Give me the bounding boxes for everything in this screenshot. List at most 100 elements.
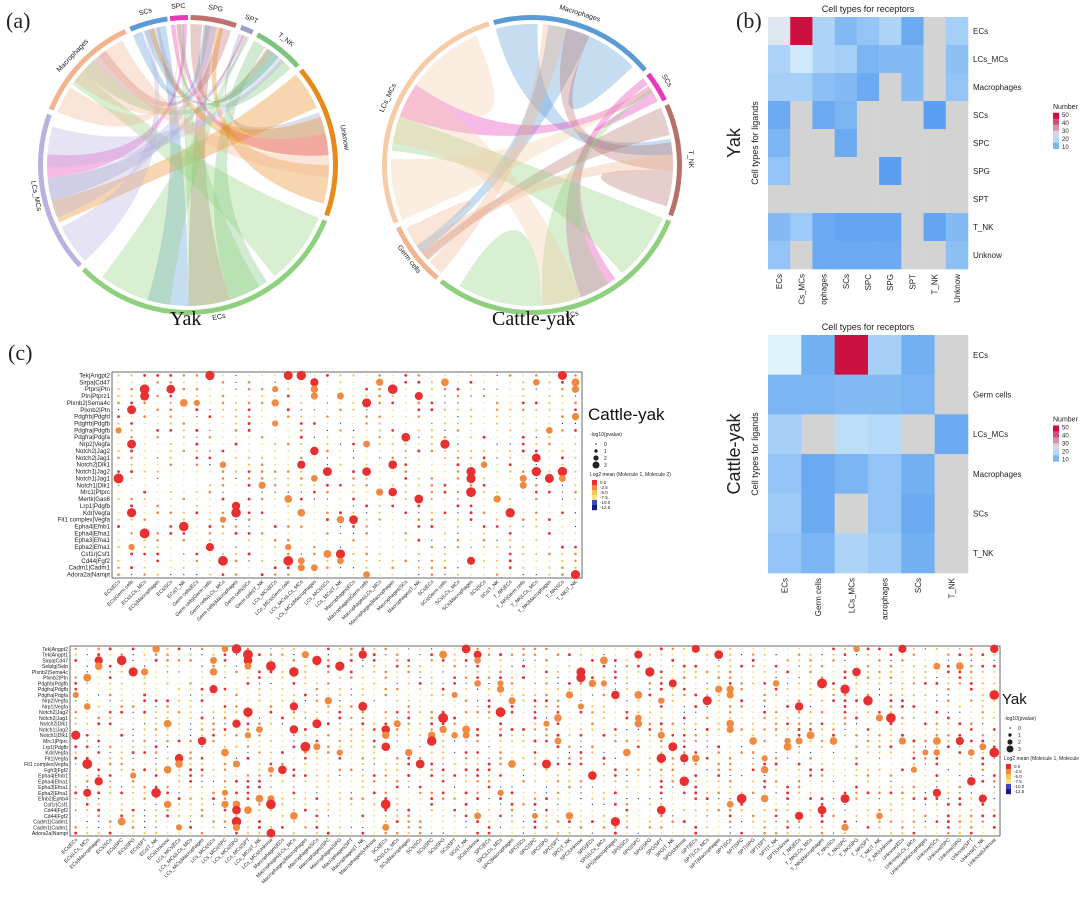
dot-plot-dot [809,803,812,806]
dot-plot-dot [947,711,949,713]
dot-plot-dot [113,473,124,484]
dot-plot-dot [890,815,892,817]
dot-plot-dot [327,757,330,760]
heatmap-legend-tick: 20 [1062,137,1069,143]
dot-plot-dot [365,483,368,487]
dot-plot-dot [339,491,342,494]
dot-plot-dot [522,659,525,662]
dot-plot-dot [613,658,617,662]
dot-plot-frame [69,645,1001,837]
dot-plot-dot [414,494,424,504]
dot-plot-dot [248,525,250,528]
dot-plot-dot [580,803,582,806]
dot-plot-dot [878,797,881,800]
dot-plot-dot [235,786,238,789]
dot-plot-dot [315,825,319,829]
dot-plot-dot [809,710,812,714]
dot-plot-dot [396,762,399,766]
dot-plot-dot [774,814,778,818]
dot-plot-dot [315,831,318,835]
dot-plot-dot [786,785,790,789]
dot-plot-row-label: Notch1|Dlk1 [40,733,68,739]
dot-plot-dot [981,739,985,743]
dot-plot-dot [522,511,525,514]
dot-plot-dot [752,688,754,690]
dot-plot-dot [443,408,447,411]
dot-plot-dot [287,573,290,576]
dot-plot-dot [231,501,241,511]
dot-plot-dot [763,745,766,748]
dot-plot-dot [465,665,467,667]
dot-plot-dot [509,497,512,501]
dot-plot-dot [404,374,408,377]
dot-plot-dot [740,722,743,725]
dot-plot-dot [327,670,330,674]
dot-plot-dot [683,797,686,800]
dot-plot-dot [417,518,421,521]
dot-plot-dot [178,717,180,719]
dot-plot-dot [548,504,551,507]
dot-plot-dot [763,705,766,708]
dot-plot-dot [453,746,456,748]
dot-plot-dot [300,553,302,555]
dot-plot-dot [274,553,277,555]
dot-plot-dot [235,711,238,714]
dot-plot-dot [531,812,539,819]
dot-plot-dot [350,711,353,714]
dot-plot-dot [189,688,192,691]
dot-plot-dot [404,573,407,576]
dot-plot-dot [671,653,674,656]
dot-plot-dot [556,809,560,812]
dot-plot-dot [166,808,169,812]
dot-plot-dot [717,676,721,680]
dot-plot-dot [258,751,261,754]
dot-plot-dot [946,699,950,703]
dot-plot-dot [634,691,643,699]
dot-plot-dot [574,552,577,556]
dot-plot-dot [935,762,939,766]
dot-plot-dot [798,757,800,760]
dot-plot-dot [338,647,341,651]
dot-plot-dot [694,716,697,719]
dot-plot-dot [982,723,984,725]
dot-plot-dot [209,477,211,480]
dot-plot-dot [522,545,525,549]
dot-plot-dot [844,814,846,817]
dot-plot-dot [270,676,272,679]
dot-plot-dot [509,573,511,576]
dot-plot-dot [456,408,460,411]
dot-plot-dot [224,694,226,696]
dot-plot-dot [235,498,237,500]
dot-plot-dot [545,751,548,754]
heatmap-legend-swatch [1053,425,1059,432]
dot-plot-dot [98,746,100,748]
dot-plot-dot [183,573,185,576]
dot-plot-dot [844,786,846,789]
dot-plot-dot [625,791,628,794]
dot-plot-dot [535,443,538,446]
dot-plot-dot [522,552,525,556]
dot-plot-dot [339,422,342,425]
dot-plot-dot [208,518,212,521]
dot-plot-dot [97,716,101,720]
dot-plot-dot [496,559,499,562]
dot-plot-dot [497,789,504,796]
dot-plot-dot [304,768,307,771]
dot-plot-dot [901,832,904,835]
heatmap-cell [901,493,935,534]
dot-plot-dot [208,498,211,501]
dot-plot-dot [958,831,962,835]
dot-plot-dot [488,791,490,794]
dot-plot-dot [86,815,89,817]
dot-plot-dot [649,809,651,811]
dot-plot-dot [260,456,264,460]
dot-plot-dot [671,740,674,742]
dot-plot-dot [396,682,398,685]
dot-plot-dot [981,779,985,783]
dot-plot-dot [890,647,892,650]
dot-plot-dot [637,710,640,714]
dot-plot-dot [267,766,274,773]
dot-plot-dot [821,648,823,650]
dot-plot-dot [407,699,410,702]
size-legend-dot [1007,739,1013,745]
